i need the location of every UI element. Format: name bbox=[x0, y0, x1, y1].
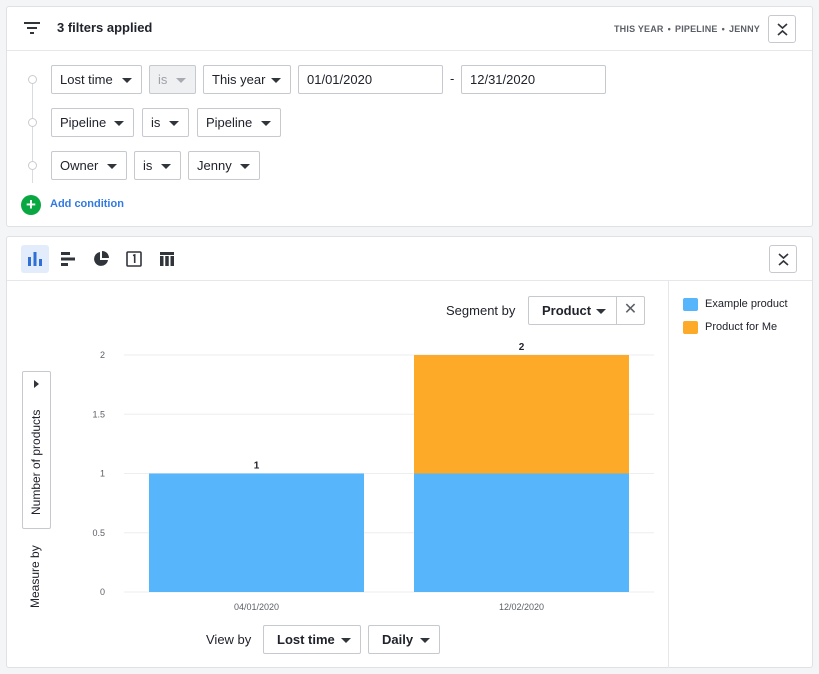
filters-panel: 3 filters applied THIS YEAR • PIPELINE • JEN… bbox=[6, 6, 813, 227]
input-value: 01/01/2020 bbox=[307, 72, 373, 87]
select-value: Lost time bbox=[277, 632, 335, 647]
legend-swatch bbox=[683, 298, 698, 311]
bar-segment bbox=[414, 473, 629, 592]
segment-by-label: Segment by bbox=[446, 303, 516, 318]
select-value: Lost time bbox=[60, 72, 113, 87]
measure-by-select[interactable]: Number of products bbox=[22, 371, 51, 529]
chevron-down-icon bbox=[169, 121, 179, 126]
add-condition-label: Add condition bbox=[50, 198, 124, 210]
chevron-down-icon bbox=[161, 164, 171, 169]
table-view-button[interactable] bbox=[153, 245, 181, 273]
view-by-select[interactable]: Lost time bbox=[263, 625, 361, 654]
condition-value-select[interactable]: Jenny bbox=[188, 151, 260, 180]
select-value: Jenny bbox=[197, 158, 232, 173]
summary-chip: THIS YEAR bbox=[613, 24, 664, 34]
summary-separator: • bbox=[721, 24, 725, 34]
scorecard-icon bbox=[126, 251, 142, 267]
date-to-input[interactable]: 12/31/2020 bbox=[461, 65, 606, 94]
condition-operator-select: is bbox=[149, 65, 196, 94]
filters-title: 3 filters applied bbox=[57, 20, 153, 35]
y-tick-label: 1 bbox=[100, 469, 105, 479]
condition-field-select[interactable]: Owner bbox=[51, 151, 127, 180]
pie-chart-button[interactable] bbox=[87, 245, 115, 273]
chevron-down-icon bbox=[341, 638, 351, 643]
segment-by-select[interactable]: Product ✕ bbox=[528, 296, 645, 325]
y-tick-label: 2 bbox=[100, 350, 105, 360]
summary-chip: JENNY bbox=[728, 24, 760, 34]
chart-legend: Example product Product for Me bbox=[668, 281, 813, 668]
legend-swatch bbox=[683, 321, 698, 334]
condition-marker bbox=[28, 161, 37, 170]
horizontal-bar-chart-button[interactable] bbox=[54, 245, 82, 273]
chart-panel: Segment by Product ✕ Number of products … bbox=[6, 236, 813, 668]
chevron-right-icon bbox=[34, 380, 39, 388]
chevron-down-icon bbox=[240, 164, 250, 169]
x-tick-label: 04/01/2020 bbox=[234, 602, 279, 612]
pie-chart-icon bbox=[94, 251, 109, 266]
select-value: This year bbox=[212, 72, 266, 87]
bar-total-label: 2 bbox=[519, 342, 525, 353]
chevron-down-icon bbox=[114, 121, 124, 126]
chevron-down-icon bbox=[261, 121, 271, 126]
select-value: Pipeline bbox=[206, 115, 253, 130]
condition-marker bbox=[28, 75, 37, 84]
summary-chip: PIPELINE bbox=[675, 24, 718, 34]
condition-value-select[interactable]: Pipeline bbox=[197, 108, 281, 137]
bar-segment bbox=[149, 473, 364, 592]
y-tick-label: 0.5 bbox=[92, 528, 105, 538]
summary-separator: • bbox=[667, 24, 671, 34]
collapse-icon bbox=[778, 253, 789, 266]
horizontal-bar-chart-icon bbox=[61, 252, 75, 266]
y-tick-label: 1.5 bbox=[92, 409, 105, 419]
date-from-input[interactable]: 01/01/2020 bbox=[298, 65, 443, 94]
x-tick-label: 12/02/2020 bbox=[499, 602, 544, 612]
condition-field-select[interactable]: Lost time bbox=[51, 65, 142, 94]
filters-summary: THIS YEAR • PIPELINE • JENNY bbox=[614, 24, 760, 34]
chevron-down-icon bbox=[420, 638, 430, 643]
condition-operator-select[interactable]: is bbox=[134, 151, 181, 180]
select-value: Owner bbox=[60, 158, 99, 173]
bar-total-label: 1 bbox=[254, 461, 260, 472]
interval-select[interactable]: Daily bbox=[368, 625, 440, 654]
legend-label: Product for Me bbox=[705, 321, 778, 333]
condition-field-select[interactable]: Pipeline bbox=[51, 108, 134, 137]
input-value: 12/31/2020 bbox=[470, 72, 536, 87]
collapse-filters-button[interactable] bbox=[768, 15, 796, 43]
legend-label: Example product bbox=[705, 298, 788, 310]
scorecard-button[interactable] bbox=[120, 245, 148, 273]
bar-chart: 0 0.5 1 1.5 2 1 04/01/2020 2 12/02/2020 bbox=[92, 342, 654, 612]
chevron-down-icon bbox=[176, 78, 186, 83]
bar-chart-icon bbox=[28, 252, 42, 266]
select-value: is bbox=[151, 115, 161, 130]
range-separator: - bbox=[450, 71, 455, 86]
condition-value-select[interactable]: This year bbox=[203, 65, 291, 94]
bar-segment bbox=[414, 355, 629, 474]
select-value: Pipeline bbox=[60, 115, 107, 130]
collapse-icon bbox=[777, 23, 788, 36]
collapse-chart-button[interactable] bbox=[769, 245, 797, 273]
condition-operator-select[interactable]: is bbox=[142, 108, 189, 137]
plus-icon: + bbox=[21, 195, 41, 215]
filter-icon bbox=[24, 22, 40, 34]
bar-chart-button[interactable] bbox=[21, 245, 49, 273]
select-value: Product bbox=[542, 303, 592, 318]
y-tick-label: 0 bbox=[100, 587, 105, 597]
condition-marker bbox=[28, 118, 37, 127]
chevron-down-icon bbox=[596, 309, 606, 314]
select-value: Daily bbox=[382, 632, 414, 647]
chart-type-toolbar bbox=[7, 237, 812, 281]
chevron-down-icon bbox=[107, 164, 117, 169]
clear-segment-icon[interactable]: ✕ bbox=[616, 297, 644, 324]
filters-header[interactable]: 3 filters applied THIS YEAR • PIPELINE • JEN… bbox=[7, 7, 812, 51]
table-icon bbox=[160, 252, 174, 266]
conditions-connector bbox=[32, 79, 33, 183]
chevron-down-icon bbox=[122, 78, 132, 83]
view-by-label: View by bbox=[206, 632, 252, 647]
select-value: is bbox=[158, 72, 168, 87]
select-value: is bbox=[143, 158, 153, 173]
chevron-down-icon bbox=[271, 78, 281, 83]
